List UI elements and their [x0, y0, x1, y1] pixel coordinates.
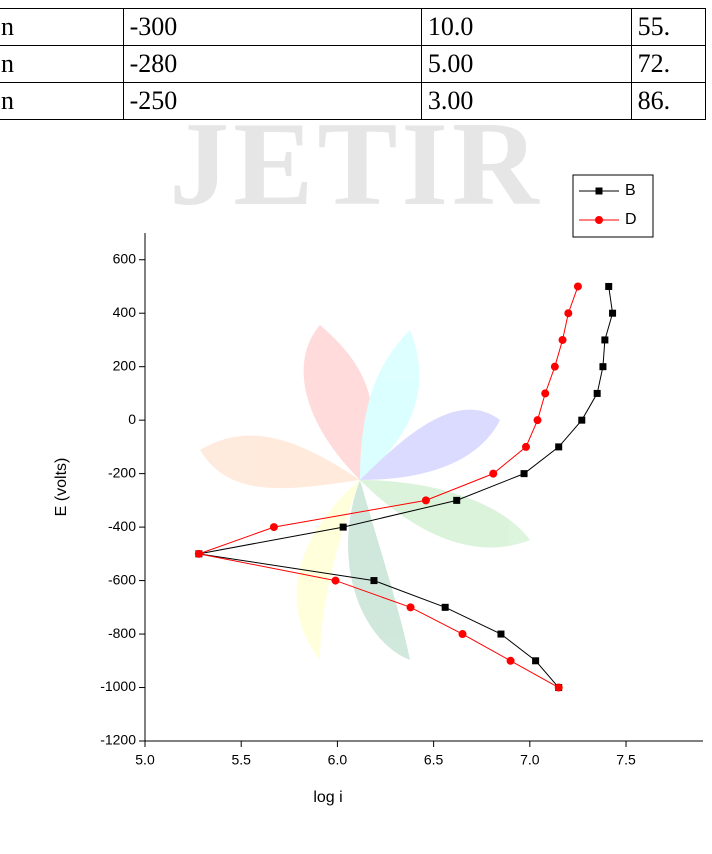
data-point [601, 336, 608, 343]
data-point [270, 523, 278, 531]
data-point [340, 524, 347, 531]
x-tick-label: 6.5 [424, 752, 444, 768]
data-point [605, 283, 612, 290]
x-tick-label: 7.5 [616, 752, 636, 768]
y-tick-label: 0 [128, 411, 136, 427]
data-point [195, 550, 203, 558]
legend-label: B [625, 182, 636, 199]
data-point [559, 336, 567, 344]
data-point [534, 416, 542, 424]
y-axis-label: E (volts) [53, 458, 70, 517]
y-tick-label: 400 [113, 304, 137, 320]
data-point [551, 363, 559, 371]
y-tick-label: -1200 [100, 732, 136, 748]
data-point [370, 577, 377, 584]
legend-label: D [625, 211, 637, 228]
chart: log i E (volts) 600 400 200 0 -200 -400 -600 -8… [0, 0, 712, 854]
data-point [422, 496, 430, 504]
watermark-logo [200, 325, 530, 660]
data-point [489, 470, 497, 478]
x-tick-label: 6.0 [328, 752, 348, 768]
y-tick-label: -1000 [100, 678, 136, 694]
y-tick-label: -200 [108, 464, 136, 480]
data-point [555, 443, 562, 450]
x-tick-label: 5.0 [135, 752, 155, 768]
x-tick-label: 7.0 [520, 752, 540, 768]
data-point [564, 309, 572, 317]
y-tick-label: 200 [113, 357, 137, 373]
data-point [574, 282, 582, 290]
data-point [599, 363, 606, 370]
data-point [522, 443, 530, 451]
data-point [532, 657, 539, 664]
legend-marker [595, 216, 603, 224]
data-point [331, 577, 339, 585]
data-point [521, 470, 528, 477]
data-point [609, 310, 616, 317]
x-axis-label: log i [313, 789, 342, 806]
data-point [507, 657, 515, 665]
data-point [541, 389, 549, 397]
data-point [458, 630, 466, 638]
data-point [594, 390, 601, 397]
data-point [497, 631, 504, 638]
data-point [578, 417, 585, 424]
x-tick-label: 5.5 [231, 752, 251, 768]
legend-box [573, 175, 653, 237]
legend-marker [596, 188, 603, 195]
data-point [442, 604, 449, 611]
y-tick-label: -800 [108, 625, 136, 641]
page: {"watermark": "JETIR", "table": {"rows":… [0, 0, 712, 854]
data-point [555, 684, 563, 692]
data-point [407, 603, 415, 611]
y-tick-label: -600 [108, 571, 136, 587]
y-tick-label: -400 [108, 518, 136, 534]
data-point [453, 497, 460, 504]
y-tick-label: 600 [113, 250, 137, 266]
